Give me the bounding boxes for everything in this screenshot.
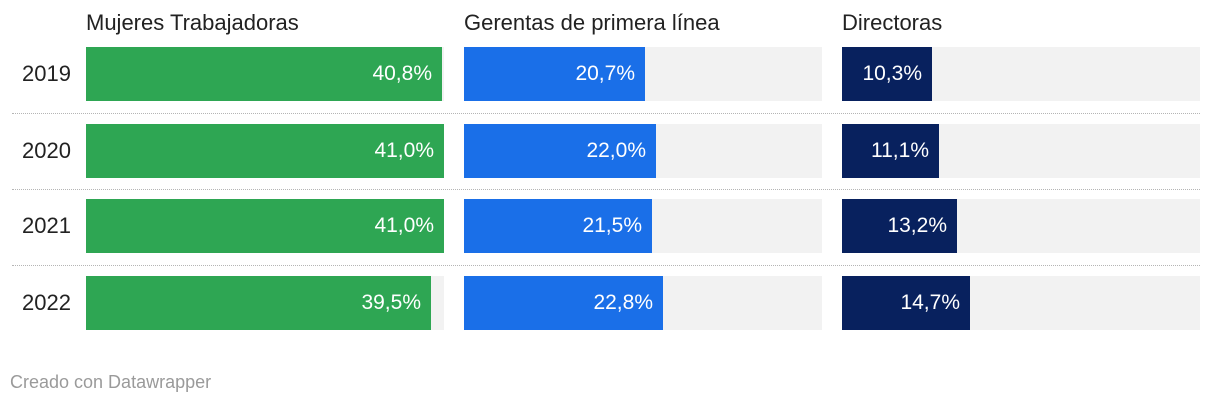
series-title: Gerentas de primera línea [464, 10, 720, 35]
year-label: 2021 [22, 213, 71, 238]
series-title: Mujeres Trabajadoras [86, 10, 299, 35]
year-label: 2019 [22, 61, 71, 86]
bar [464, 199, 652, 253]
year-label: 2020 [22, 138, 71, 163]
value-label: 21,5% [582, 214, 642, 237]
bar [86, 276, 431, 330]
value-label: 41,0% [374, 214, 434, 237]
bar-track: 40,8% [86, 47, 444, 101]
bar-track: 14,7% [842, 276, 1200, 330]
value-label: 39,5% [361, 291, 421, 314]
value-label: 20,7% [575, 62, 635, 85]
bar [842, 276, 970, 330]
series-title: Directoras [842, 10, 943, 35]
bar-track: 41,0% [86, 199, 444, 253]
bar [86, 124, 444, 178]
footer-credit: Creado con Datawrapper [10, 372, 212, 392]
bar-track: 22,0% [464, 124, 822, 178]
value-label: 22,0% [586, 139, 646, 162]
bar [464, 276, 663, 330]
bar-track: 11,1% [842, 124, 1200, 178]
bar-track: 21,5% [464, 199, 822, 253]
bar-track: 10,3% [842, 47, 1200, 101]
bar [842, 47, 932, 101]
bar [86, 47, 442, 101]
bar-track: 22,8% [464, 276, 822, 330]
year-label: 2022 [22, 290, 71, 315]
value-label: 40,8% [372, 62, 432, 85]
value-label: 10,3% [862, 62, 922, 85]
bar-track: 41,0% [86, 124, 444, 178]
row-separator [12, 189, 1200, 190]
bar [842, 124, 939, 178]
value-label: 22,8% [593, 291, 653, 314]
bar [464, 47, 645, 101]
value-label: 41,0% [374, 139, 434, 162]
bar-track: 20,7% [464, 47, 822, 101]
bar-track: 39,5% [86, 276, 444, 330]
row-separator [12, 113, 1200, 114]
value-label: 11,1% [871, 139, 929, 162]
bar-track: 13,2% [842, 199, 1200, 253]
bar [86, 199, 444, 253]
value-label: 14,7% [900, 291, 960, 314]
row-separator [12, 265, 1200, 266]
bar [464, 124, 656, 178]
bar [842, 199, 957, 253]
value-label: 13,2% [887, 214, 947, 237]
